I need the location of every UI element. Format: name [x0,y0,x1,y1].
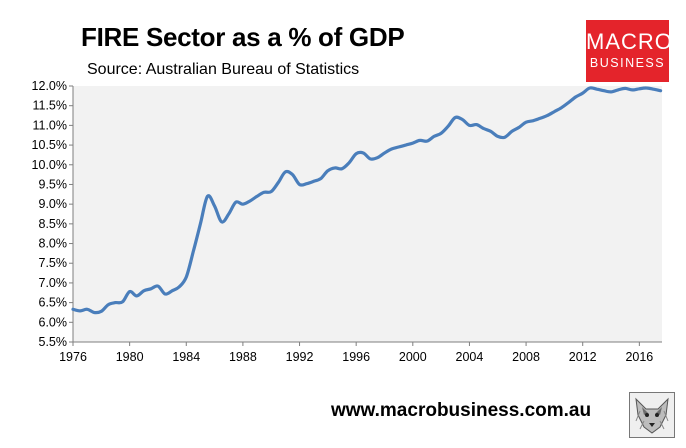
wolf-logo-icon [629,392,675,438]
y-axis: 5.5% 6.0% 6.5% 7.0% 7.5% 8.0% 8.5% 9.0% 9.5% 10.0… [32,79,73,349]
x-tick-label: 2012 [569,350,597,364]
plot-area [73,86,662,342]
y-tick-label: 8.5% [39,217,68,231]
x-tick-label: 1992 [286,350,314,364]
x-tick-label: 1984 [172,350,200,364]
y-tick-label: 11.5% [32,99,67,113]
y-tick-label: 6.5% [39,296,68,310]
x-tick-label: 2000 [399,350,427,364]
x-tick-label: 2016 [625,350,653,364]
x-tick-label: 2004 [456,350,484,364]
chart-title: FIRE Sector as a % of GDP [81,22,405,52]
logo-line-2: BUSINESS [589,56,666,70]
series-line [71,86,663,315]
y-tick-label: 5.5% [39,335,68,349]
x-tick-label: 2008 [512,350,540,364]
y-tick-label: 8.0% [39,237,68,251]
y-tick-label: 9.5% [39,177,68,191]
logo-line-1: MACRO [586,29,673,54]
y-tick-label: 6.0% [39,315,68,329]
y-tick-label: 11.0% [32,118,67,132]
y-tick-label: 7.5% [39,256,68,270]
website-url[interactable]: www.macrobusiness.com.au [331,400,592,421]
y-tick-label: 10.5% [32,138,67,152]
y-tick-label: 10.0% [32,158,67,172]
x-tick-label: 1996 [342,350,370,364]
x-tick-label: 1988 [229,350,257,364]
macrobusiness-logo: MACRO BUSINESS [586,20,673,82]
chart-subtitle: Source: Australian Bureau of Statistics [87,61,360,78]
y-tick-label: 12.0% [32,79,67,93]
x-tick-label: 1976 [59,350,87,364]
y-tick-label: 9.0% [39,197,68,211]
x-axis: 1976 1980 1984 1988 1992 1996 2000 2004 2008 2012… [59,342,653,364]
x-tick-label: 1980 [116,350,144,364]
y-tick-label: 7.0% [39,276,68,290]
